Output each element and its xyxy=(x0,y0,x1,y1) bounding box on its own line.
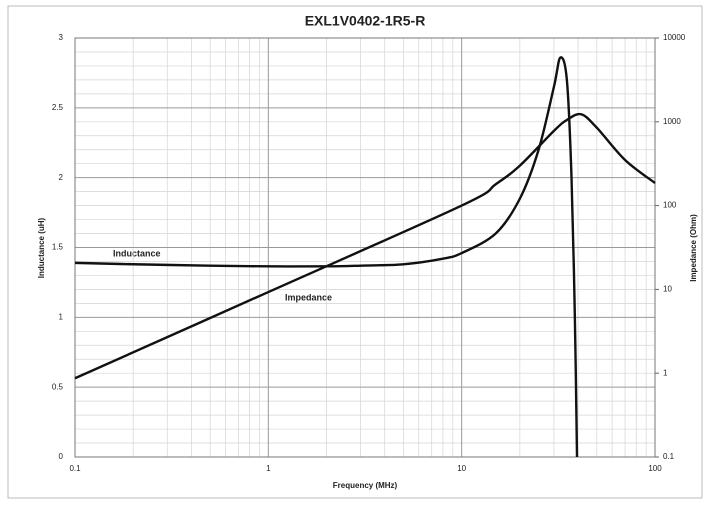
x-tick-label: 1 xyxy=(266,464,271,473)
y2-tick-label: 10 xyxy=(663,285,672,294)
y-tick-label: 0.5 xyxy=(52,382,64,391)
y2-tick-label: 1 xyxy=(663,368,668,377)
x-tick-label: 10 xyxy=(457,464,466,473)
series-annotation: Inductance xyxy=(113,248,161,258)
chart-title: EXL1V0402-1R5-R xyxy=(305,13,426,29)
y2-axis-label: Impedance (Ohm) xyxy=(689,214,698,282)
y2-tick-label: 100 xyxy=(663,201,677,210)
y2-tick-label: 0.1 xyxy=(663,452,675,461)
y-tick-label: 1.5 xyxy=(52,243,64,252)
x-tick-label: 0.1 xyxy=(69,464,81,473)
y2-tick-label: 10000 xyxy=(663,33,686,42)
x-axis-label: Frequency (MHz) xyxy=(333,481,398,490)
plot-frame xyxy=(74,37,656,458)
chart-border xyxy=(7,5,703,499)
x-tick-label: 100 xyxy=(648,464,662,473)
y-tick-label: 2.5 xyxy=(52,103,64,112)
y-tick-label: 2 xyxy=(59,173,64,182)
y-tick-label: 0 xyxy=(59,452,64,461)
y-axis-label: Inductance (uH) xyxy=(37,217,46,278)
y-tick-label: 1 xyxy=(59,312,64,321)
series-line xyxy=(74,56,579,458)
y2-tick-label: 1000 xyxy=(663,117,681,126)
y-tick-label: 3 xyxy=(59,33,64,42)
series-annotation: Impedance xyxy=(285,292,332,302)
series-line xyxy=(74,112,656,380)
